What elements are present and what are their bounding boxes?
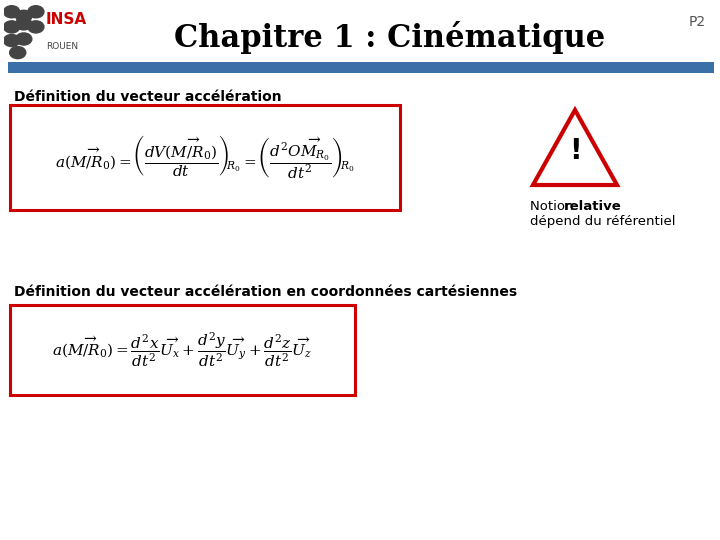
Text: ROUEN: ROUEN [46,42,78,51]
Text: P2: P2 [689,15,706,29]
Circle shape [4,35,19,46]
FancyBboxPatch shape [10,305,355,395]
Text: Notion: Notion [530,200,577,213]
Text: dépend du référentiel: dépend du référentiel [530,215,675,228]
Circle shape [16,18,32,30]
Text: $\overrightarrow{a(M/R_0)} = \left(\dfrac{d\overrightarrow{V(M/R_0)}}{dt}\right): $\overrightarrow{a(M/R_0)} = \left(\dfra… [55,133,355,181]
Text: INSA: INSA [46,12,87,27]
Text: Chapitre 1 : Cinématique: Chapitre 1 : Cinématique [174,22,606,55]
Text: relative: relative [564,200,622,213]
Text: $\overrightarrow{a(M/R_0)} = \dfrac{d^2x}{dt^2}\overrightarrow{U_x} + \dfrac{d^2: $\overrightarrow{a(M/R_0)} = \dfrac{d^2x… [52,330,312,369]
FancyBboxPatch shape [10,105,400,210]
Circle shape [28,21,44,33]
Circle shape [9,46,26,59]
Text: Définition du vecteur accélération en coordonnées cartésiennes: Définition du vecteur accélération en co… [14,285,517,299]
Circle shape [4,21,19,33]
Circle shape [28,6,44,18]
Bar [8,62,714,73]
Circle shape [16,10,32,22]
Circle shape [16,33,32,45]
Polygon shape [533,110,617,185]
Text: !: ! [569,137,581,165]
Circle shape [4,6,19,18]
Text: Définition du vecteur accélération: Définition du vecteur accélération [14,90,282,104]
